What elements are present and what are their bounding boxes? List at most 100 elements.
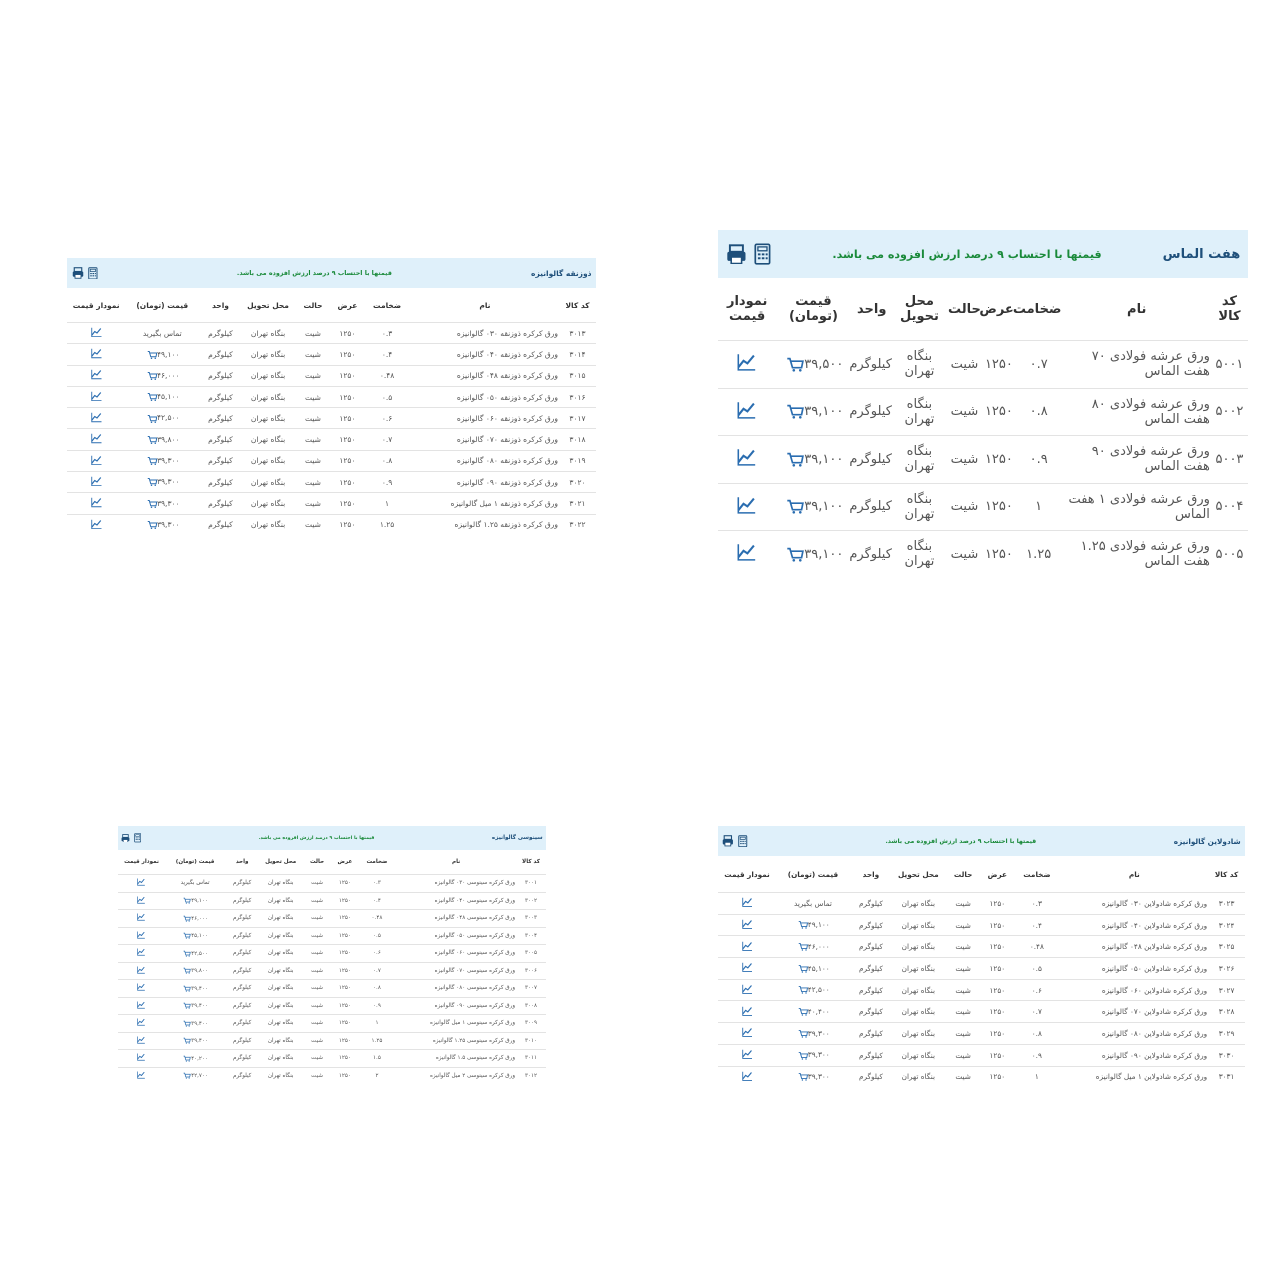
price-chart-icon[interactable]	[741, 897, 753, 908]
cell-text: ۰.۵	[1031, 963, 1042, 973]
cart-icon[interactable]	[183, 932, 192, 939]
chart-cell	[67, 385, 126, 408]
product-row: ۳۰۰۳ ورق کرکره سینوسی ۰۴۸ گالوانیزه ۰.۴۸ ۱۲…	[118, 909, 546, 927]
price-chart-icon[interactable]	[137, 966, 146, 974]
cart-icon[interactable]	[786, 403, 805, 420]
price-chart-icon[interactable]	[737, 401, 757, 419]
cart-icon[interactable]	[183, 985, 192, 992]
price-chart-icon[interactable]	[90, 369, 102, 380]
price-chart-icon[interactable]	[137, 1053, 146, 1061]
cell: شیت	[944, 1022, 982, 1045]
cart-icon[interactable]	[147, 456, 158, 466]
price-chart-icon[interactable]	[737, 543, 757, 561]
price-chart-icon[interactable]	[90, 455, 102, 466]
cell-text: ورق کرکره ذوزنقه ۰۴۸ گالوانیزه	[456, 371, 558, 381]
product-row: ۵۰۰۴ ورق عرشه فولادی ۱ هفت الماس ۱ ۱۲۵۰ شیت ب…	[718, 482, 1248, 531]
price-chart-icon[interactable]	[137, 896, 146, 904]
cell: ۰.۹	[363, 471, 411, 493]
column-header: محل تحویل	[247, 300, 289, 310]
price-chart-icon[interactable]	[741, 1006, 753, 1016]
cart-icon[interactable]	[183, 1072, 192, 1079]
cart-icon[interactable]	[786, 546, 805, 563]
cart-icon[interactable]	[183, 1020, 192, 1027]
cart-icon[interactable]	[786, 498, 805, 515]
price-chart-icon[interactable]	[741, 1027, 753, 1038]
cart-icon[interactable]	[183, 950, 192, 957]
price-panel: شادولاین گالوانیزه قیمتها با احتساب ۹ درص…	[718, 826, 1245, 1088]
cart-icon[interactable]	[798, 1007, 808, 1016]
price: ۳۹,۴۰۰	[191, 985, 208, 992]
price-chart-icon[interactable]	[737, 353, 757, 371]
print-icon[interactable]	[121, 833, 130, 843]
calculator-icon[interactable]	[754, 243, 771, 265]
cart-icon[interactable]	[183, 897, 192, 904]
cell: ورق کرکره شادولاین ۰۹۰ گالوانیزه	[1060, 1043, 1209, 1066]
cart-icon[interactable]	[786, 451, 805, 468]
calculator-icon[interactable]	[133, 833, 141, 843]
price-chart-icon[interactable]	[90, 476, 102, 487]
print-icon[interactable]	[722, 835, 734, 847]
price-chart-icon[interactable]	[741, 919, 753, 929]
price-chart-icon[interactable]	[741, 984, 753, 994]
price-chart-icon[interactable]	[137, 931, 146, 939]
price-chart-icon[interactable]	[737, 496, 757, 514]
price-chart-icon[interactable]	[137, 1001, 146, 1009]
cell: ۳۰۰۹	[516, 1014, 546, 1032]
print-icon[interactable]	[72, 267, 84, 279]
cart-icon[interactable]	[786, 356, 805, 373]
cart-icon[interactable]	[183, 1037, 192, 1044]
cart-icon[interactable]	[183, 1002, 192, 1009]
product-row: ۳۰۱۸ ورق کرکره ذوزنقه ۰۷۰ گالوانیزه ۰.۷ ۱۲۵…	[67, 428, 596, 451]
cart-icon[interactable]	[183, 1055, 192, 1062]
calculator-icon[interactable]	[88, 266, 98, 280]
price-chart-icon[interactable]	[737, 448, 757, 466]
price-chart-icon[interactable]	[137, 913, 146, 921]
cell-text: ۳۰۲۱	[569, 499, 586, 509]
cart-icon[interactable]	[147, 414, 158, 424]
cart-icon[interactable]	[147, 477, 158, 487]
price-chart-icon[interactable]	[137, 1036, 146, 1044]
cart-icon[interactable]	[798, 985, 808, 995]
price-chart-icon[interactable]	[90, 497, 102, 508]
cell: ۰.۷	[1014, 340, 1063, 388]
price-chart-icon[interactable]	[741, 962, 753, 973]
price-chart-icon[interactable]	[137, 1018, 146, 1026]
cart-icon[interactable]	[798, 1051, 808, 1060]
cart-icon[interactable]	[147, 520, 158, 530]
chart-cell	[118, 961, 166, 980]
cart-icon[interactable]	[147, 435, 158, 445]
price-chart-icon[interactable]	[741, 1071, 753, 1081]
cart-icon[interactable]	[798, 920, 808, 930]
table-head: کد کالا نام ضخامت عرض حالت محل تحویل واحد قیمت …	[118, 850, 546, 875]
calculator-icon[interactable]	[738, 835, 748, 847]
price-chart-icon[interactable]	[137, 983, 146, 991]
price-chart-icon[interactable]	[741, 941, 753, 951]
cart-icon[interactable]	[147, 371, 158, 381]
price-chart-icon[interactable]	[137, 878, 146, 886]
print-icon[interactable]	[726, 243, 747, 265]
cell: کیلوگرم	[225, 1049, 260, 1067]
cell: ۱۲۵۰	[331, 428, 364, 451]
cart-icon[interactable]	[183, 915, 192, 922]
cart-icon[interactable]	[798, 1029, 808, 1038]
price-chart-icon[interactable]	[137, 1071, 146, 1079]
price-chart-icon[interactable]	[90, 412, 102, 423]
cart-icon[interactable]	[798, 1072, 808, 1081]
cart-icon[interactable]	[147, 392, 158, 402]
price-chart-icon[interactable]	[137, 948, 146, 956]
price-chart-icon[interactable]	[90, 391, 102, 402]
price-chart-icon[interactable]	[90, 348, 102, 359]
cart-icon[interactable]	[183, 967, 192, 974]
price-chart-icon[interactable]	[90, 327, 102, 338]
price-chart-icon[interactable]	[741, 1049, 753, 1059]
cart-icon[interactable]	[798, 942, 808, 951]
price-chart-icon[interactable]	[90, 433, 102, 444]
cell-text: ۱۲۵۰	[984, 404, 1013, 420]
cell: بنگاه تهران	[892, 435, 946, 483]
cell: شیت	[944, 913, 982, 936]
cart-icon[interactable]	[147, 499, 158, 509]
price-chart-icon[interactable]	[90, 519, 102, 530]
cart-icon[interactable]	[147, 350, 158, 360]
cart-icon[interactable]	[798, 964, 808, 973]
column-header: واحد	[235, 859, 249, 865]
